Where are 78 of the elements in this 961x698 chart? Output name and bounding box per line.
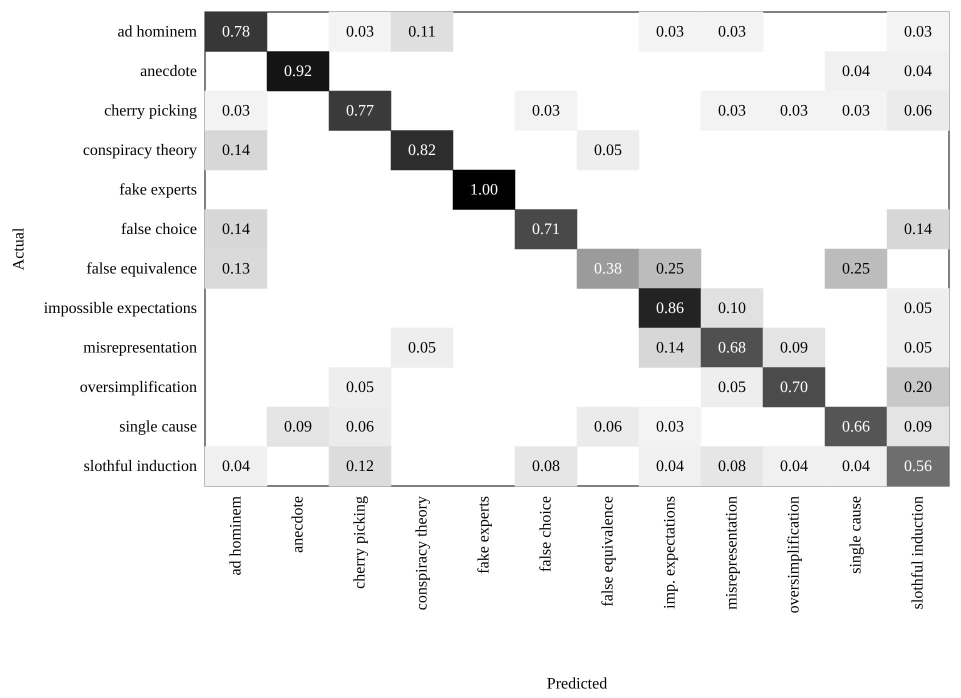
data-label: 0.77 — [346, 102, 374, 120]
data-label: 0.14 — [656, 339, 684, 356]
y-tick-label: impossible expectations — [44, 300, 197, 317]
x-tick-label: oversimplification — [786, 496, 802, 614]
data-label: 0.05 — [594, 142, 622, 159]
data-label: 0.03 — [780, 102, 808, 120]
x-tick-label: single cause — [848, 496, 864, 574]
data-label: 0.66 — [842, 418, 870, 436]
y-tick-label: anecdote — [140, 62, 197, 80]
y-tick-label: false equivalence — [86, 260, 197, 278]
data-label: 0.11 — [408, 23, 436, 40]
data-label: 0.03 — [656, 418, 684, 436]
data-label: 0.03 — [656, 23, 684, 40]
data-label: 0.04 — [780, 458, 808, 475]
data-label: 0.56 — [904, 458, 932, 475]
y-tick-label: slothful induction — [84, 458, 197, 475]
data-label: 0.09 — [284, 418, 312, 436]
data-label: 0.03 — [718, 102, 746, 120]
y-tick-label: conspiracy theory — [82, 142, 197, 159]
data-label: 0.86 — [656, 300, 684, 317]
y-tick-label: fake experts — [119, 181, 197, 198]
data-label: 0.03 — [346, 23, 374, 40]
data-label: 0.09 — [904, 418, 932, 436]
data-label: 0.14 — [222, 220, 250, 238]
y-tick-label: false choice — [121, 220, 197, 238]
data-label: 0.12 — [346, 458, 374, 475]
data-label: 0.03 — [222, 102, 250, 120]
data-label: 0.05 — [346, 378, 374, 396]
x-tick-label: fake experts — [476, 496, 492, 574]
data-label: 0.06 — [346, 418, 374, 436]
data-label: 0.70 — [780, 378, 808, 396]
x-tick-label: imp. expectations — [662, 496, 678, 609]
data-label: 0.04 — [842, 62, 870, 80]
data-label: 0.92 — [284, 62, 312, 80]
data-label: 0.08 — [718, 458, 746, 475]
data-label: 0.05 — [904, 339, 932, 356]
data-label: 1.00 — [470, 181, 498, 198]
data-label: 0.03 — [904, 23, 932, 40]
data-label: 0.13 — [222, 260, 250, 278]
data-label: 0.20 — [904, 378, 932, 396]
data-label: 0.14 — [904, 220, 932, 238]
data-label: 0.04 — [656, 458, 684, 475]
data-label: 0.82 — [408, 142, 436, 159]
data-label: 0.04 — [842, 458, 870, 475]
data-label: 0.06 — [594, 418, 622, 436]
data-label: 0.08 — [532, 458, 560, 475]
x-axis-title: Predicted — [546, 676, 608, 692]
data-label: 0.14 — [222, 142, 250, 159]
y-tick-label: cherry picking — [104, 102, 197, 120]
data-label: 0.05 — [904, 300, 932, 317]
data-label: 0.09 — [780, 339, 808, 356]
y-tick-label: ad hominem — [117, 23, 198, 40]
y-tick-label: misrepresentation — [83, 339, 197, 356]
data-label: 0.04 — [904, 62, 932, 80]
data-label: 0.04 — [222, 458, 250, 475]
x-tick-label: misrepresentation — [724, 496, 740, 610]
x-tick-label: cherry picking — [352, 496, 368, 589]
data-label: 0.05 — [718, 378, 746, 396]
x-tick-label: false choice — [538, 496, 554, 572]
y-axis-title: Actual — [10, 227, 28, 270]
data-label: 0.10 — [718, 300, 746, 317]
data-label: 0.78 — [222, 23, 250, 40]
data-label: 0.03 — [532, 102, 560, 120]
x-tick-label: slothful induction — [910, 496, 926, 610]
y-tick-label: single cause — [119, 418, 197, 436]
data-label: 0.68 — [718, 339, 746, 356]
y-tick-label: oversimplification — [80, 378, 197, 396]
data-label: 0.05 — [408, 339, 436, 356]
x-tick-label: conspiracy theory — [414, 496, 430, 610]
x-tick-label: false equivalence — [600, 496, 616, 607]
data-label: 0.38 — [594, 260, 622, 278]
data-label: 0.03 — [718, 23, 746, 40]
data-label: 0.25 — [842, 260, 870, 278]
x-tick-label: anecdote — [290, 496, 306, 553]
data-label: 0.71 — [532, 220, 560, 238]
data-label: 0.03 — [842, 102, 870, 120]
data-label: 0.06 — [904, 102, 932, 120]
data-label: 0.25 — [656, 260, 684, 278]
